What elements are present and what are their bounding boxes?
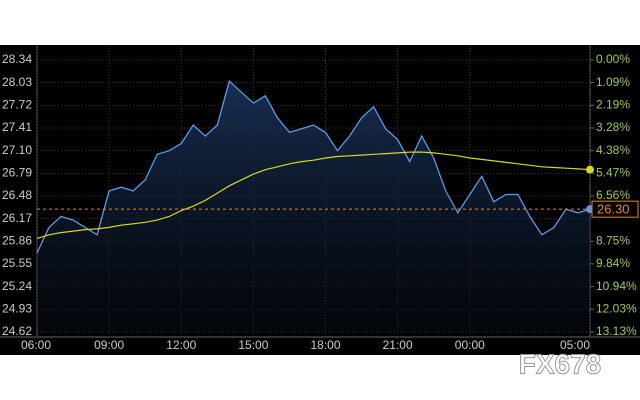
y-tick-label: 24.93 bbox=[2, 302, 32, 316]
y-tick-label: 27.41 bbox=[2, 120, 32, 134]
x-tick-label: 05:00 bbox=[560, 338, 590, 352]
y2-tick-label: 4.38% bbox=[596, 143, 630, 157]
x-tick-label: 15:00 bbox=[238, 338, 268, 352]
y2-tick-label: 12.03% bbox=[596, 301, 637, 315]
y2-tick-label: 3.28% bbox=[596, 120, 630, 134]
y-tick-label: 25.86 bbox=[2, 234, 32, 248]
x-tick-label: 06:00 bbox=[21, 338, 51, 352]
labels: 24.62 24.93 25.24 25.55 25.86 26.17 26.48 26.79… bbox=[2, 52, 639, 352]
reference-label-box bbox=[591, 200, 639, 218]
x-tick-label: 09:00 bbox=[94, 338, 124, 352]
y2-tick-label: 0.00% bbox=[596, 52, 630, 66]
price-area bbox=[37, 81, 590, 332]
y-tick-label: 28.34 bbox=[2, 52, 32, 66]
y-tick-label: 27.72 bbox=[2, 98, 32, 112]
y2-tick-label: 2.19% bbox=[596, 98, 630, 112]
x-tick-label: 21:00 bbox=[383, 338, 413, 352]
plot bbox=[36, 80, 594, 332]
y-tick-label: 24.62 bbox=[2, 324, 32, 338]
x-tick-label: 18:00 bbox=[311, 338, 341, 352]
y2-tick-label: 8.75% bbox=[596, 233, 630, 247]
x-tick-label: 00:00 bbox=[455, 338, 485, 352]
reference-label: 26.30 bbox=[597, 202, 630, 217]
y-tick-label: 26.79 bbox=[2, 166, 32, 180]
y2-tick-label: 13.13% bbox=[596, 324, 637, 338]
y-tick-label: 26.17 bbox=[2, 211, 32, 225]
y2-tick-label: 5.47% bbox=[596, 165, 630, 179]
y-tick-label: 26.48 bbox=[2, 188, 32, 202]
y-tick-label: 25.55 bbox=[2, 256, 32, 270]
x-tick-label: 12:00 bbox=[166, 338, 196, 352]
y-tick-label: 27.10 bbox=[2, 143, 32, 157]
watermark: FX678 bbox=[519, 348, 602, 379]
end-dot bbox=[586, 165, 594, 174]
y2-tick-label: 9.84% bbox=[596, 256, 630, 270]
series-line bbox=[36, 151, 591, 239]
y-tick-label: 28.03 bbox=[2, 75, 32, 89]
y-tick-label: 25.24 bbox=[2, 279, 32, 293]
y2-tick-label: 6.56% bbox=[596, 188, 630, 202]
y2-tick-label: 1.09% bbox=[596, 75, 630, 89]
series-line bbox=[36, 80, 591, 254]
y2-tick-label: 10.94% bbox=[596, 279, 637, 293]
